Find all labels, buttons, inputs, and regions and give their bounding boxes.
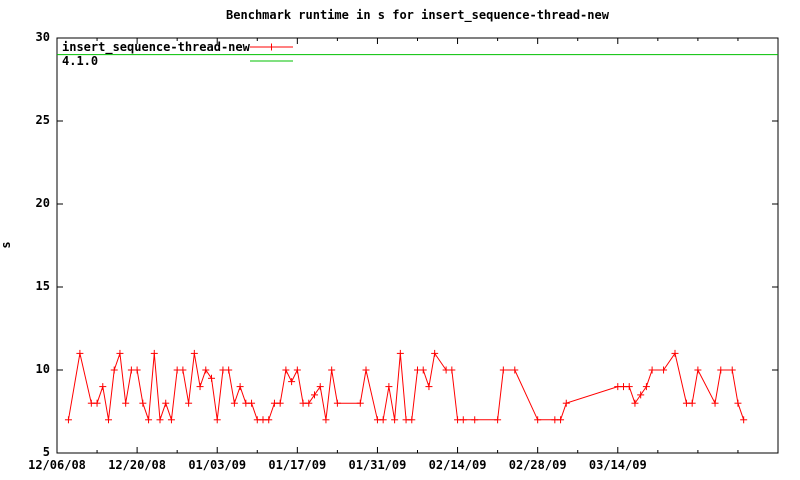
y-tick-label: 5 — [42, 445, 50, 459]
x-tick-label: 03/14/09 — [588, 458, 647, 472]
x-tick-label: 12/06/08 — [28, 458, 86, 472]
x-tick-label: 02/28/09 — [508, 458, 567, 472]
y-tick-label: 25 — [35, 113, 50, 127]
x-tick-label: 01/03/09 — [188, 458, 247, 472]
y-tick-label: 30 — [35, 30, 50, 44]
y-tick-label: 20 — [35, 196, 50, 210]
series-line — [67, 352, 745, 421]
chart-title: Benchmark runtime in s for insert_sequen… — [226, 8, 609, 22]
y-axis-label: s — [0, 241, 13, 249]
y-tick-label: 10 — [35, 362, 50, 376]
plot-border — [56, 37, 779, 454]
x-tick-label: 01/17/09 — [268, 458, 327, 472]
x-tick-label: 01/31/09 — [348, 458, 407, 472]
legend-label: 4.1.0 — [62, 54, 99, 68]
x-tick-label: 12/20/08 — [108, 458, 167, 472]
y-tick-label: 15 — [35, 279, 50, 293]
x-tick-label: 02/14/09 — [428, 458, 487, 472]
legend-label: insert_sequence-thread-new — [62, 40, 250, 54]
